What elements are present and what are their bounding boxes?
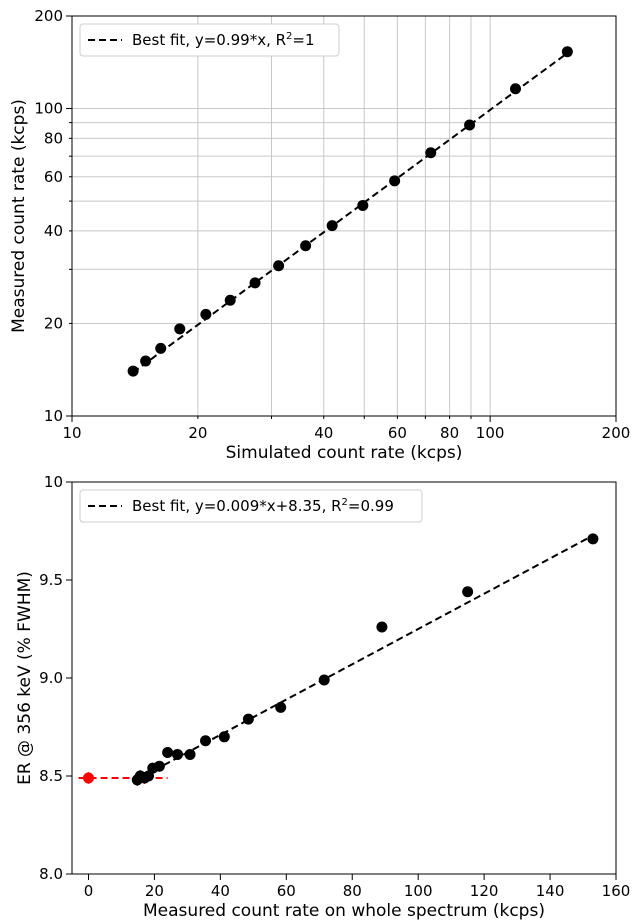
data-point <box>318 674 330 686</box>
data-point <box>389 175 401 187</box>
y-tick-label: 60 <box>44 168 63 186</box>
data-point <box>326 220 338 232</box>
y-tick-label: 9.5 <box>39 571 63 589</box>
y-tick-label: 200 <box>34 7 63 25</box>
data-point <box>464 119 476 131</box>
legend-label: Best fit, y=0.99*x, R2=1 <box>132 31 315 49</box>
x-tick-label: 80 <box>343 882 362 900</box>
grid-lines <box>72 16 616 416</box>
y-tick-label: 100 <box>34 100 63 118</box>
data-point <box>561 46 573 58</box>
x-tick-label: 140 <box>536 882 565 900</box>
x-tick-label: 200 <box>602 424 631 442</box>
x-tick-label: 80 <box>440 424 459 442</box>
x-axis-label: Measured count rate on whole spectrum (k… <box>143 901 545 921</box>
x-axis-label: Simulated count rate (kcps) <box>226 443 463 463</box>
data-point <box>127 365 139 377</box>
data-point <box>172 748 184 760</box>
data-point <box>200 735 212 747</box>
data-point <box>300 240 312 252</box>
legend-label: Best fit, y=0.009*x+8.35, R2=0.99 <box>132 497 394 515</box>
x-tick-label: 40 <box>314 424 333 442</box>
data-point <box>200 308 212 320</box>
x-tick-label: 0 <box>84 882 94 900</box>
data-point <box>376 621 388 633</box>
x-tick-label: 20 <box>188 424 207 442</box>
data-point <box>140 355 152 367</box>
y-tick-label: 8.0 <box>39 865 63 883</box>
y-axis-label: ER @ 356 keV (% FWHM) <box>15 571 35 785</box>
x-tick-label: 60 <box>388 424 407 442</box>
data-point <box>155 342 167 354</box>
x-tick-label: 100 <box>476 424 505 442</box>
data-point <box>218 731 230 743</box>
y-tick-label: 9.0 <box>39 669 63 687</box>
chart-panel-1: 10 20 40 60 80 100 200 10 20 40 60 80 100 200 Simulate… <box>9 7 630 463</box>
data-point <box>249 277 261 289</box>
data-point <box>510 83 522 95</box>
x-tick-label: 40 <box>211 882 230 900</box>
series-2 <box>82 772 94 784</box>
x-tick-label: 100 <box>404 882 433 900</box>
data-point <box>425 147 437 159</box>
data-point <box>82 772 94 784</box>
data-point <box>587 533 599 545</box>
y-axis-label: Measured count rate (kcps) <box>9 99 29 333</box>
y-tick-label: 40 <box>44 222 63 240</box>
axis-ticks <box>66 15 617 422</box>
data-point <box>184 748 196 760</box>
legend: Best fit, y=0.99*x, R2=1 <box>79 23 340 57</box>
legend-box <box>79 23 340 57</box>
data-point <box>462 586 474 598</box>
legend: Best fit, y=0.009*x+8.35, R2=0.99 <box>79 489 423 523</box>
data-point <box>242 713 254 725</box>
x-tick-label: 60 <box>277 882 296 900</box>
y-tick-label: 80 <box>44 129 63 147</box>
series-1 <box>131 533 599 786</box>
y-tick-label: 20 <box>44 314 63 332</box>
plot-frame <box>71 15 617 417</box>
data-point <box>275 701 287 713</box>
x-tick-label: 10 <box>62 424 81 442</box>
series-1 <box>127 46 573 377</box>
y-tick-label: 8.5 <box>39 767 63 785</box>
data-point <box>273 260 285 272</box>
y-tick-label: 10 <box>44 473 63 491</box>
fit-line <box>134 534 594 782</box>
data-point <box>153 760 165 772</box>
data-point <box>224 294 236 306</box>
axis-ticks <box>66 481 617 880</box>
data-point <box>174 323 186 335</box>
legend-box <box>79 489 423 523</box>
x-tick-label: 160 <box>602 882 631 900</box>
x-tick-label: 20 <box>145 882 164 900</box>
data-point <box>162 746 174 758</box>
chart-panel-2: 0 20 40 60 80 100 120 140 160 8.0 8.5 9.0 9.5 10 Measu… <box>15 473 630 921</box>
data-point <box>357 199 369 211</box>
x-tick-label: 120 <box>470 882 499 900</box>
y-tick-label: 10 <box>44 407 63 425</box>
